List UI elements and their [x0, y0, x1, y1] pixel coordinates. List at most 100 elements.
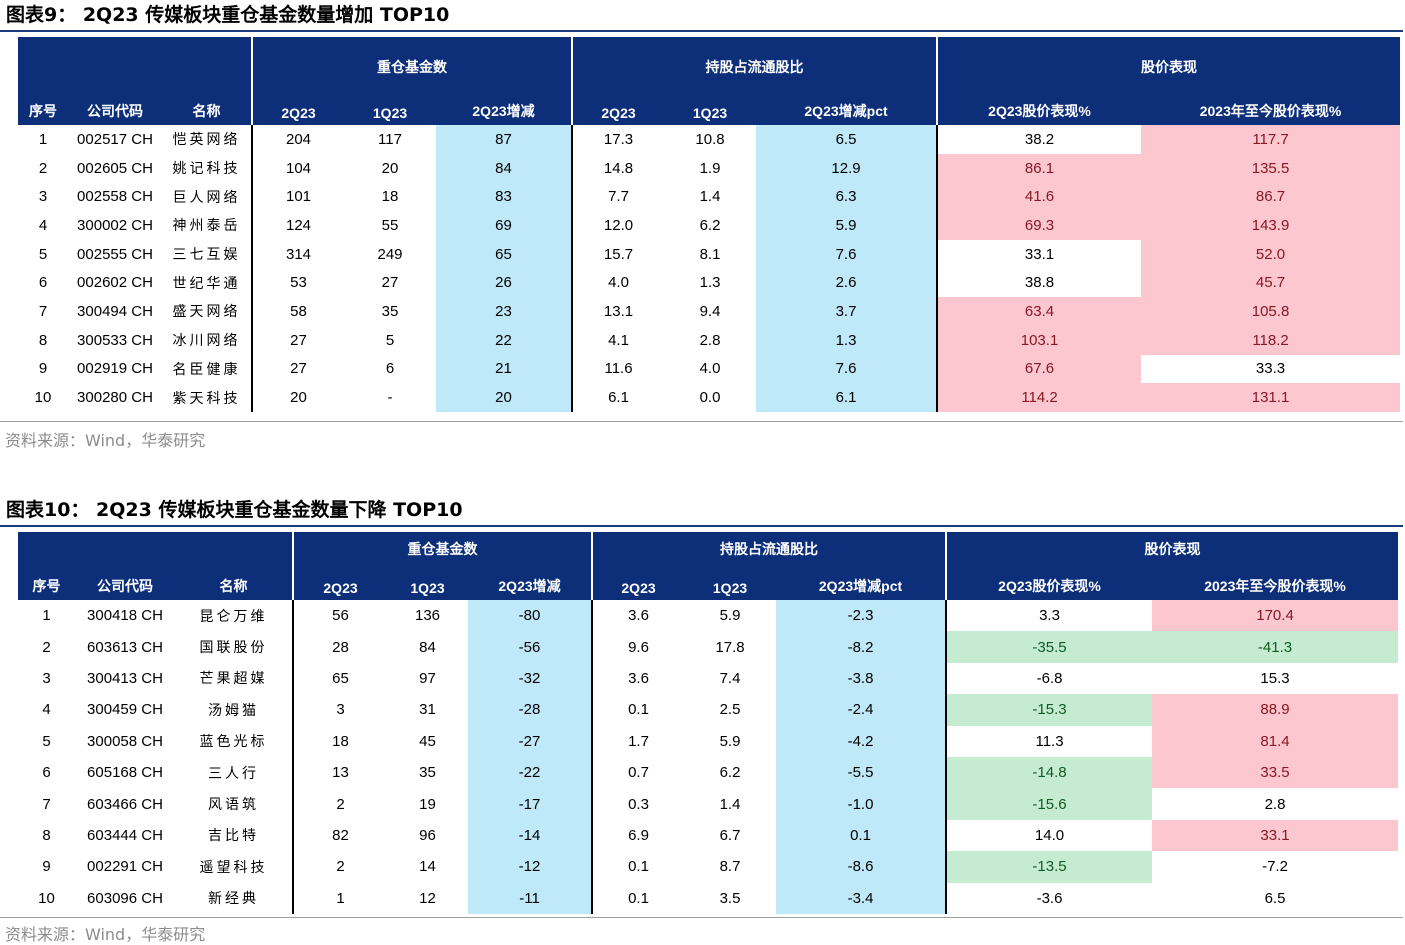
perf-ytd: 2.8: [1152, 788, 1399, 820]
row-index: 7: [42, 795, 51, 813]
col-header-ratio-1q23: 1Q23: [664, 96, 757, 125]
funds-change: -27: [468, 725, 593, 757]
funds-change: 22: [436, 325, 573, 355]
table-row: 10 300280 CH 紫天科技 20-20 6.1 0.0 6.1 114.2 131.1: [18, 383, 1401, 412]
col-header-funds-1q23: 1Q23: [344, 96, 437, 125]
ratio-change: -2.3: [776, 600, 947, 632]
col-header-ytd-performance: 2023年至今股价表现%: [1152, 566, 1399, 600]
perf-ytd: 170.4: [1152, 600, 1399, 632]
table-row: 5 300058 CH 蓝色光标 18 45 -27 1.7 5.9 -4.2 11.3 81.4: [18, 725, 1399, 757]
row-index: 8: [38, 331, 48, 349]
ratio-change: -3.4: [776, 882, 947, 914]
ratio-2q23: 6.1: [571, 383, 665, 412]
company-name: 汤姆猫: [208, 702, 259, 719]
ratio-1q23: 1.4: [699, 188, 721, 206]
ratio-change: 1.3: [756, 325, 938, 355]
funds-2q23: 82: [292, 819, 388, 852]
table-row: 2 002605 CH 姚记科技 104 20 84 14.8 1.9 12.9 86.1 135.…: [18, 153, 1401, 183]
ratio-change: 7.6: [756, 239, 938, 269]
funds-2q23: 314: [251, 239, 345, 269]
header-blank: [18, 37, 253, 96]
funds-1q23: 84: [419, 638, 436, 656]
table-row: 8 603444 CH 吉比特 82 96 -14 6.9 6.7 0.1 14.0 33.1: [18, 819, 1399, 852]
row-index: 1: [42, 607, 51, 625]
perf-ytd: -7.2: [1152, 851, 1399, 883]
ratio-change: 6.1: [756, 383, 938, 412]
company-name: 芒果超媒: [199, 671, 268, 688]
company-name: 姚记科技: [172, 161, 241, 178]
company-code: 603096 CH: [87, 889, 163, 907]
funds-2q23: 13: [292, 756, 388, 789]
perf-ytd: 135.5: [1141, 153, 1401, 183]
company-name: 国联股份: [199, 640, 268, 657]
table-row: 4 300459 CH 汤姆猫 3 31 -28 0.1 2.5 -2.4 -15.3 88.9: [18, 694, 1399, 726]
row-index: 5: [38, 245, 48, 263]
perf-2q23: -14.8: [945, 756, 1153, 789]
funds-1q23: 5: [385, 331, 395, 349]
funds-2q23: 1: [292, 882, 388, 914]
funds-1q23: 31: [419, 701, 436, 719]
perf-ytd: 86.7: [1141, 182, 1401, 212]
row-index: 10: [38, 889, 55, 907]
table1-title-rule: [0, 30, 1403, 32]
funds-2q23: 56: [292, 600, 388, 632]
perf-2q23: 33.1: [936, 239, 1142, 269]
col-header-code: 公司代码: [75, 566, 175, 600]
company-name: 风语筑: [208, 797, 259, 814]
ratio-change: 3.7: [756, 297, 938, 326]
perf-2q23: 103.1: [936, 325, 1142, 355]
table-row: 4 300002 CH 神州泰岳 124 55 69 12.0 6.2 5.9 69.3 143.9: [18, 211, 1401, 240]
funds-2q23: 58: [251, 297, 345, 326]
funds-change: 83: [436, 182, 573, 212]
company-name: 冰川网络: [172, 333, 241, 350]
ratio-1q23: 5.9: [719, 607, 741, 625]
ratio-2q23: 17.3: [571, 125, 665, 154]
perf-ytd: 33.3: [1141, 354, 1401, 384]
funds-1q23: 12: [419, 889, 436, 907]
company-name: 盛天网络: [172, 304, 241, 321]
ratio-change: 2.6: [756, 268, 938, 298]
table-row: 1 300418 CH 昆仑万维 56 136 -80 3.6 5.9 -2.3 3.3 170.4: [18, 600, 1399, 632]
perf-2q23: 3.3: [945, 600, 1153, 632]
column-header-row: 序号 公司代码 名称 2Q23 1Q23 2Q23增减 2Q23 1Q23 2Q…: [18, 566, 1399, 600]
funds-2q23: 20: [251, 383, 345, 412]
ratio-2q23: 4.1: [571, 325, 665, 355]
table-row: 9 002291 CH 遥望科技 2 14 -12 0.1 8.7 -8.6 -13.5 -7.2: [18, 851, 1399, 883]
perf-ytd: 143.9: [1141, 211, 1401, 240]
company-code: 002558 CH: [77, 188, 153, 206]
funds-change: -22: [468, 756, 593, 789]
perf-2q23: 38.8: [936, 268, 1142, 298]
company-name: 三人行: [208, 765, 259, 782]
ratio-2q23: 14.8: [571, 153, 665, 183]
row-index: 5: [42, 732, 51, 750]
perf-ytd: 6.5: [1152, 882, 1399, 914]
funds-2q23: 28: [292, 631, 388, 663]
ratio-2q23: 0.3: [591, 788, 685, 820]
perf-2q23: 63.4: [936, 297, 1142, 326]
perf-ytd: 33.5: [1152, 756, 1399, 789]
table-row: 8 300533 CH 冰川网络 27 5 22 4.1 2.8 1.3 103.1 118.2: [18, 325, 1401, 355]
col-header-ratio-1q23: 1Q23: [684, 566, 777, 600]
row-index: 3: [38, 188, 48, 206]
group-header-funds: 重仓基金数: [251, 37, 573, 96]
ratio-2q23: 1.7: [591, 725, 685, 757]
perf-2q23: 38.2: [936, 125, 1142, 154]
funds-2q23: 101: [251, 182, 345, 212]
row-index: 7: [38, 302, 48, 320]
row-index: 9: [42, 858, 51, 876]
ratio-1q23: 2.5: [719, 701, 741, 719]
perf-ytd: 118.2: [1141, 325, 1401, 355]
table-row: 1 002517 CH 恺英网络 204 117 87 17.3 10.8 6.5 38.2 117…: [18, 125, 1401, 154]
perf-ytd: 33.1: [1152, 819, 1399, 852]
table2-header: 重仓基金数 持股占流通股比 股价表现 序号 公司代码 名称 2Q23 1Q23 …: [18, 532, 1399, 600]
perf-ytd: 15.3: [1152, 662, 1399, 695]
ratio-1q23: 9.4: [699, 302, 721, 320]
table-row: 3 002558 CH 巨人网络 101 18 83 7.7 1.4 6.3 41.6 86.7: [18, 182, 1401, 212]
funds-2q23: 2: [292, 851, 388, 883]
ratio-1q23: 5.9: [719, 732, 741, 750]
col-header-name: 名称: [175, 566, 294, 600]
funds-1q23: 18: [381, 188, 399, 206]
ratio-change: -4.2: [776, 725, 947, 757]
perf-2q23: 67.6: [936, 354, 1142, 384]
ratio-1q23: 8.1: [699, 245, 721, 263]
